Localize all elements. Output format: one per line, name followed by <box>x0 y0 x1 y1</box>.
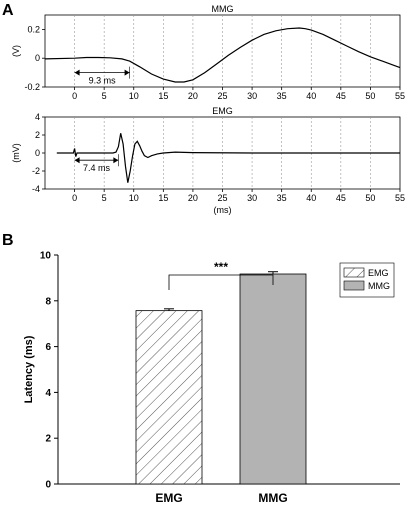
mmg-x-tick-label: 25 <box>217 91 227 101</box>
emg-x-tick-label: 50 <box>365 193 375 203</box>
emg-x-tick-label: 30 <box>247 193 257 203</box>
legend: EMG MMG <box>339 262 395 298</box>
mmg-y-axis-label: (V) <box>11 45 21 57</box>
emg-y-tick-label: 0 <box>35 148 40 158</box>
emg-x-axis-label: (ms) <box>214 205 232 215</box>
mmg-chart: MMG (V) 0 5 10 15 20 25 30 35 40 45 50 55 -0.2 0 0.2 9… <box>11 4 405 101</box>
mmg-x-tick-label: 40 <box>306 91 316 101</box>
emg-x-tick-label: 0 <box>72 193 77 203</box>
mmg-x-tick-label: 55 <box>395 91 405 101</box>
bar-y-tick-label: 0 <box>45 480 51 491</box>
bar-y-tick-label: 6 <box>45 342 51 353</box>
legend-label-emg: EMG <box>368 268 389 278</box>
emg-x-tick-label: 15 <box>158 193 168 203</box>
emg-x-tick-label: 25 <box>217 193 227 203</box>
emg-x-tick-label: 10 <box>129 193 139 203</box>
legend-swatch-mmg <box>343 280 365 291</box>
emg-y-tick-label: 4 <box>35 112 40 122</box>
mmg-arrowhead-left <box>74 69 80 76</box>
bar-y-tick-label: 4 <box>45 388 51 399</box>
bar-category-label: EMG <box>155 491 182 505</box>
mmg-x-tick-label: 50 <box>365 91 375 101</box>
emg-x-tick-label: 45 <box>336 193 346 203</box>
mmg-x-tick-label: 0 <box>72 91 77 101</box>
significance-stars: *** <box>214 260 228 274</box>
panel-label-b: B <box>2 232 14 249</box>
mmg-latency-label: 9.3 ms <box>89 76 117 86</box>
legend-label-mmg: MMG <box>368 281 390 291</box>
mmg-trace <box>44 27 401 83</box>
mmg-x-tick-label: 15 <box>158 91 168 101</box>
mmg-x-tick-label: 10 <box>129 91 139 101</box>
emg-x-tick-label: 55 <box>395 193 405 203</box>
bar-emg <box>135 310 203 485</box>
bar-y-tick-label: 10 <box>40 251 52 262</box>
mmg-x-tick-label: 20 <box>188 91 198 101</box>
emg-x-tick-label: 20 <box>188 193 198 203</box>
emg-latency-label: 7.4 ms <box>83 163 111 173</box>
emg-chart: EMG (mV) (ms) 0 5 10 15 20 25 30 35 40 45 50 55-4-2… <box>11 106 405 215</box>
mmg-y-tick-label: -0.2 <box>24 82 40 92</box>
mmg-x-tick-label: 5 <box>102 91 107 101</box>
bar-y-tick-label: 2 <box>45 434 51 445</box>
emg-y-axis-label: (mV) <box>11 143 21 163</box>
bar-y-tick-label: 8 <box>45 296 51 307</box>
emg-arrowhead-left <box>74 157 80 164</box>
emg-x-tick-label: 35 <box>277 193 287 203</box>
mmg-y-tick-label: 0.2 <box>27 24 40 34</box>
emg-title: EMG <box>212 106 233 116</box>
mmg-title: MMG <box>212 4 234 14</box>
emg-y-tick-label: 2 <box>35 130 40 140</box>
latency-bar-chart: Latency (ms) 0 2 4 6 8 10 EMG MMG *** EMG MMG <box>23 251 400 505</box>
emg-x-tick-label: 40 <box>306 193 316 203</box>
panel-label-a: A <box>2 2 14 19</box>
significance-bracket <box>168 274 274 290</box>
mmg-x-tick-label: 35 <box>277 91 287 101</box>
mmg-x-tick-label: 45 <box>336 91 346 101</box>
emg-y-tick-label: -4 <box>32 184 40 194</box>
bar-y-axis-label: Latency (ms) <box>23 335 35 403</box>
bar-category-label: MMG <box>258 491 287 505</box>
mmg-arrowhead-right <box>124 69 130 76</box>
bar-mmg <box>239 273 307 485</box>
emg-trace <box>56 133 400 183</box>
emg-x-tick-label: 5 <box>102 193 107 203</box>
emg-arrowhead-right <box>113 157 119 164</box>
emg-y-tick-label: -2 <box>32 166 40 176</box>
legend-swatch-emg <box>343 267 365 278</box>
mmg-y-tick-label: 0 <box>35 53 40 63</box>
mmg-x-tick-label: 30 <box>247 91 257 101</box>
